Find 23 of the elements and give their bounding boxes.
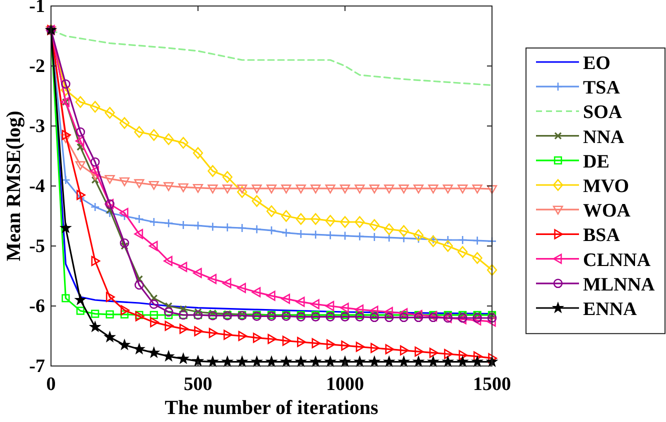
legend-label: NNA [583,126,624,148]
x-tick-label: 1000 [326,374,364,395]
x-axis-title: The number of iterations [164,397,378,419]
legend-label: SOA [583,102,622,124]
legend-label: EO [583,53,610,74]
y-tick-label: -4 [29,176,46,197]
y-tick-label: -2 [29,56,45,77]
legend-label: CLNNA [583,250,651,271]
y-tick-label: -7 [29,356,46,377]
y-tick-label: -5 [29,236,45,257]
legend-label: WOA [583,200,631,222]
legend-label: BSA [583,225,620,246]
y-tick-label: -3 [29,116,45,137]
legend-label: ENNA [583,299,638,320]
legend-label: MLNNA [583,274,656,296]
legend-label: TSA [583,78,620,99]
legend-label: DE [583,151,610,172]
x-tick-label: 500 [184,374,212,395]
x-tick-label: 1500 [473,374,511,395]
legend-label: MVO [583,176,630,197]
x-tick-label: 0 [46,374,56,395]
y-axis-title: Mean RMSE(log) [3,110,25,262]
y-tick-label: -6 [29,296,45,317]
